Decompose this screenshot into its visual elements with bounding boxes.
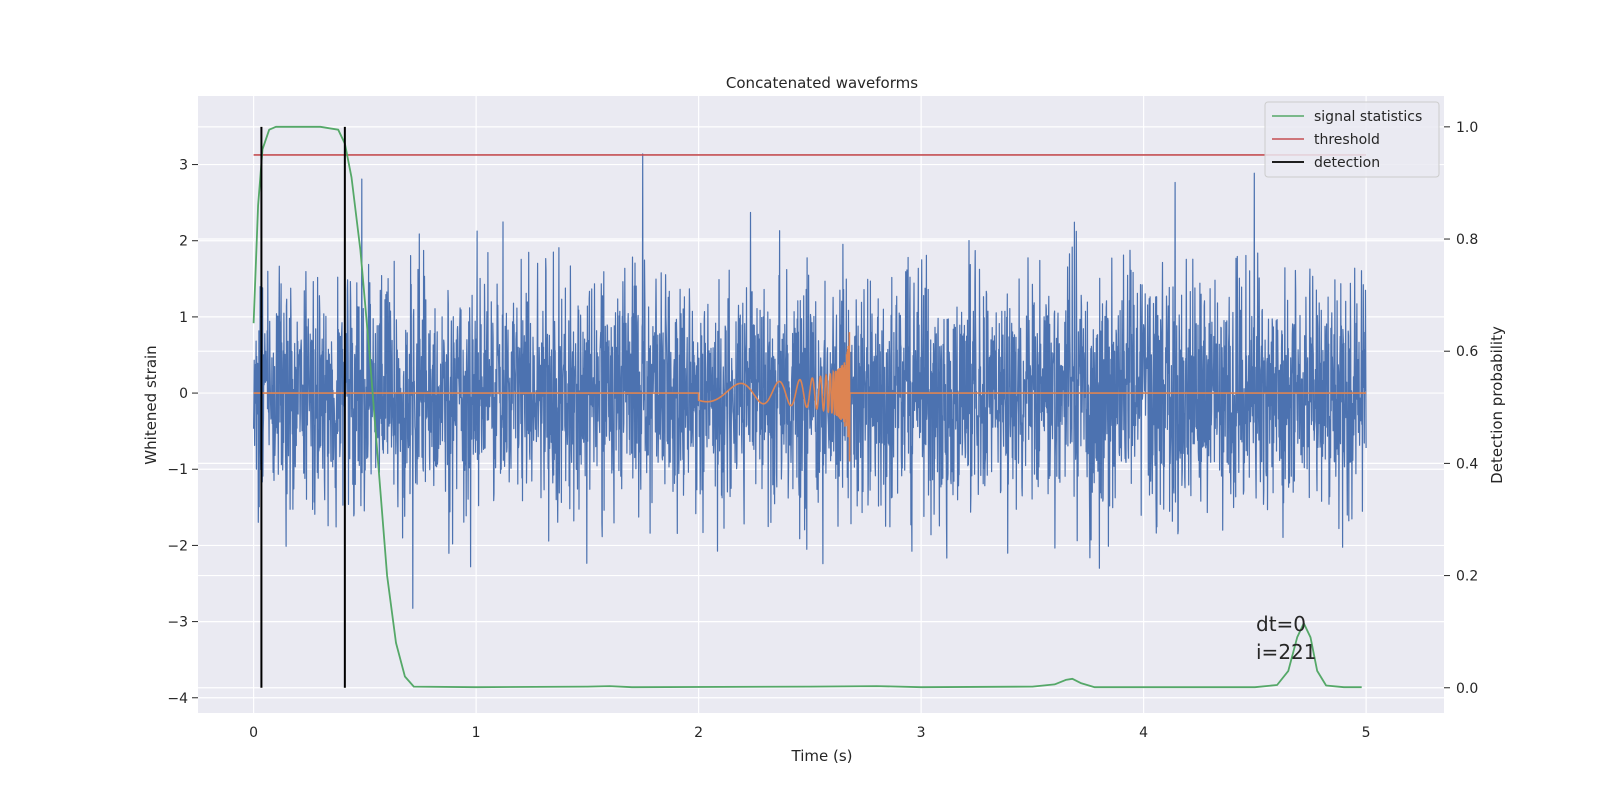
y2-tick-label: 0.8 bbox=[1456, 232, 1478, 248]
x-tick-label: 2 bbox=[694, 725, 703, 741]
series-chirp-line bbox=[253, 332, 1367, 462]
series-signal-statistics-line bbox=[252, 125, 1362, 689]
y2-tick-label: 0.6 bbox=[1456, 344, 1478, 360]
x-tick-label: 1 bbox=[472, 725, 481, 741]
legend: signal statistics threshold detection bbox=[1264, 101, 1440, 178]
series-noise-line bbox=[253, 153, 1367, 609]
legend-label-threshold: threshold bbox=[1314, 132, 1380, 148]
y-tick-label: 1 bbox=[179, 310, 188, 326]
x-ticks: 0 1 2 3 4 5 bbox=[249, 725, 1370, 741]
y2-tick-label: 0.4 bbox=[1456, 456, 1478, 472]
annotation-i: i=221 bbox=[1256, 640, 1317, 664]
y-tick-label: −3 bbox=[167, 615, 188, 631]
chart-title: Concatenated waveforms bbox=[726, 74, 918, 92]
y-ticks-right: 1.0 0.8 0.6 0.4 0.2 0.0 bbox=[1444, 120, 1478, 697]
y2-tick-label: 0.0 bbox=[1456, 681, 1478, 697]
series-layer bbox=[252, 125, 1367, 689]
y2-tick-label: 1.0 bbox=[1456, 120, 1478, 136]
y-tick-label: −4 bbox=[167, 691, 188, 707]
x-axis-label: Time (s) bbox=[791, 747, 853, 765]
x-tick-label: 5 bbox=[1362, 725, 1371, 741]
legend-label-detection: detection bbox=[1314, 155, 1380, 171]
y-tick-label: 0 bbox=[179, 386, 188, 402]
y2-tick-label: 0.2 bbox=[1456, 569, 1478, 585]
x-tick-label: 4 bbox=[1139, 725, 1148, 741]
y-axis-label-right: Detection probability bbox=[1488, 326, 1506, 484]
y-tick-label: −1 bbox=[167, 462, 188, 478]
legend-box bbox=[1264, 101, 1440, 178]
annotation-dt: dt=0 bbox=[1256, 612, 1306, 636]
y-tick-label: −2 bbox=[167, 538, 188, 554]
y-axis-label: Whitened strain bbox=[142, 345, 160, 464]
y-ticks-left: 3 2 1 0 −1 −2 −3 −4 bbox=[167, 158, 198, 707]
x-tick-label: 3 bbox=[917, 725, 926, 741]
y-tick-label: 3 bbox=[179, 158, 188, 174]
legend-label-signal-statistics: signal statistics bbox=[1314, 109, 1422, 125]
y-tick-label: 2 bbox=[179, 234, 188, 250]
x-tick-label: 0 bbox=[249, 725, 258, 741]
